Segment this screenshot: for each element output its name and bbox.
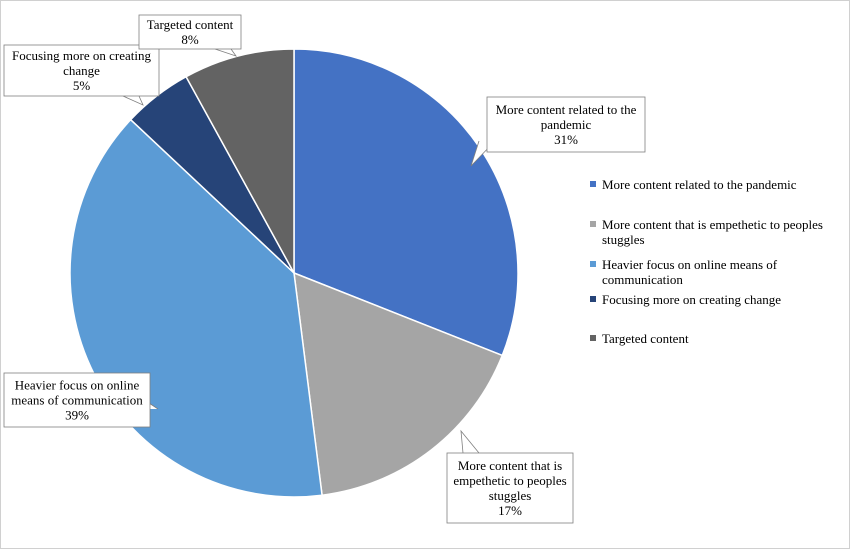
callout-label-line: More content that is	[458, 458, 562, 473]
legend-label: More content that is empethetic to peopl…	[602, 217, 823, 232]
callout-label-line: means of communication	[11, 393, 143, 408]
callout-percent: 8%	[181, 32, 199, 47]
callout-label-line: stuggles	[489, 488, 532, 503]
legend-label: stuggles	[602, 232, 645, 247]
legend-entry-4: Focusing more on creating change	[590, 292, 781, 307]
legend-entry-1: More content related to the pandemic	[590, 177, 797, 192]
slice-callouts: More content related to thepandemic31%Mo…	[3, 14, 646, 524]
legend-swatch	[590, 181, 596, 187]
callout-box	[486, 96, 646, 153]
callout-label-line: pandemic	[541, 117, 592, 132]
callout-box	[138, 14, 242, 50]
callout-label-line: Targeted content	[147, 17, 234, 32]
legend-swatch	[590, 261, 596, 267]
pie-slice-2	[293, 271, 504, 497]
pie-slice-5	[185, 48, 295, 274]
legend-entry-2: More content that is empethetic to peopl…	[590, 217, 823, 247]
legend-entry-3: Heavier focus on online means ofcommunic…	[590, 257, 778, 287]
legend-label: Targeted content	[602, 331, 689, 346]
legend: More content related to the pandemic More…	[590, 177, 823, 346]
callout-label-line: Heavier focus on online	[15, 378, 140, 393]
callout-percent: 17%	[498, 503, 522, 518]
legend-label: Heavier focus on online means of	[602, 257, 778, 272]
callout-box	[3, 44, 160, 97]
callout-pointer	[214, 48, 238, 57]
legend-label: communication	[602, 272, 683, 287]
legend-swatch	[590, 296, 596, 302]
callout-percent: 39%	[65, 408, 89, 423]
callout-pointer	[460, 429, 480, 454]
callout-percent: 5%	[73, 78, 91, 93]
legend-swatch	[590, 221, 596, 227]
callout-label-line: change	[63, 63, 100, 78]
legend-label: More content related to the pandemic	[602, 177, 797, 192]
legend-label: Focusing more on creating change	[602, 292, 781, 307]
legend-entry-5: Targeted content	[590, 331, 689, 346]
callout-label-line: More content related to the	[496, 102, 637, 117]
callout-box	[3, 372, 151, 428]
callout-label-line: empethetic to peoples	[453, 473, 566, 488]
callout-pointer	[122, 95, 144, 106]
legend-swatch	[590, 335, 596, 341]
callout-percent: 31%	[554, 132, 578, 147]
callout-label-line: Focusing more on creating	[12, 48, 151, 63]
callout-box	[446, 452, 574, 524]
pie-slices	[69, 48, 519, 498]
